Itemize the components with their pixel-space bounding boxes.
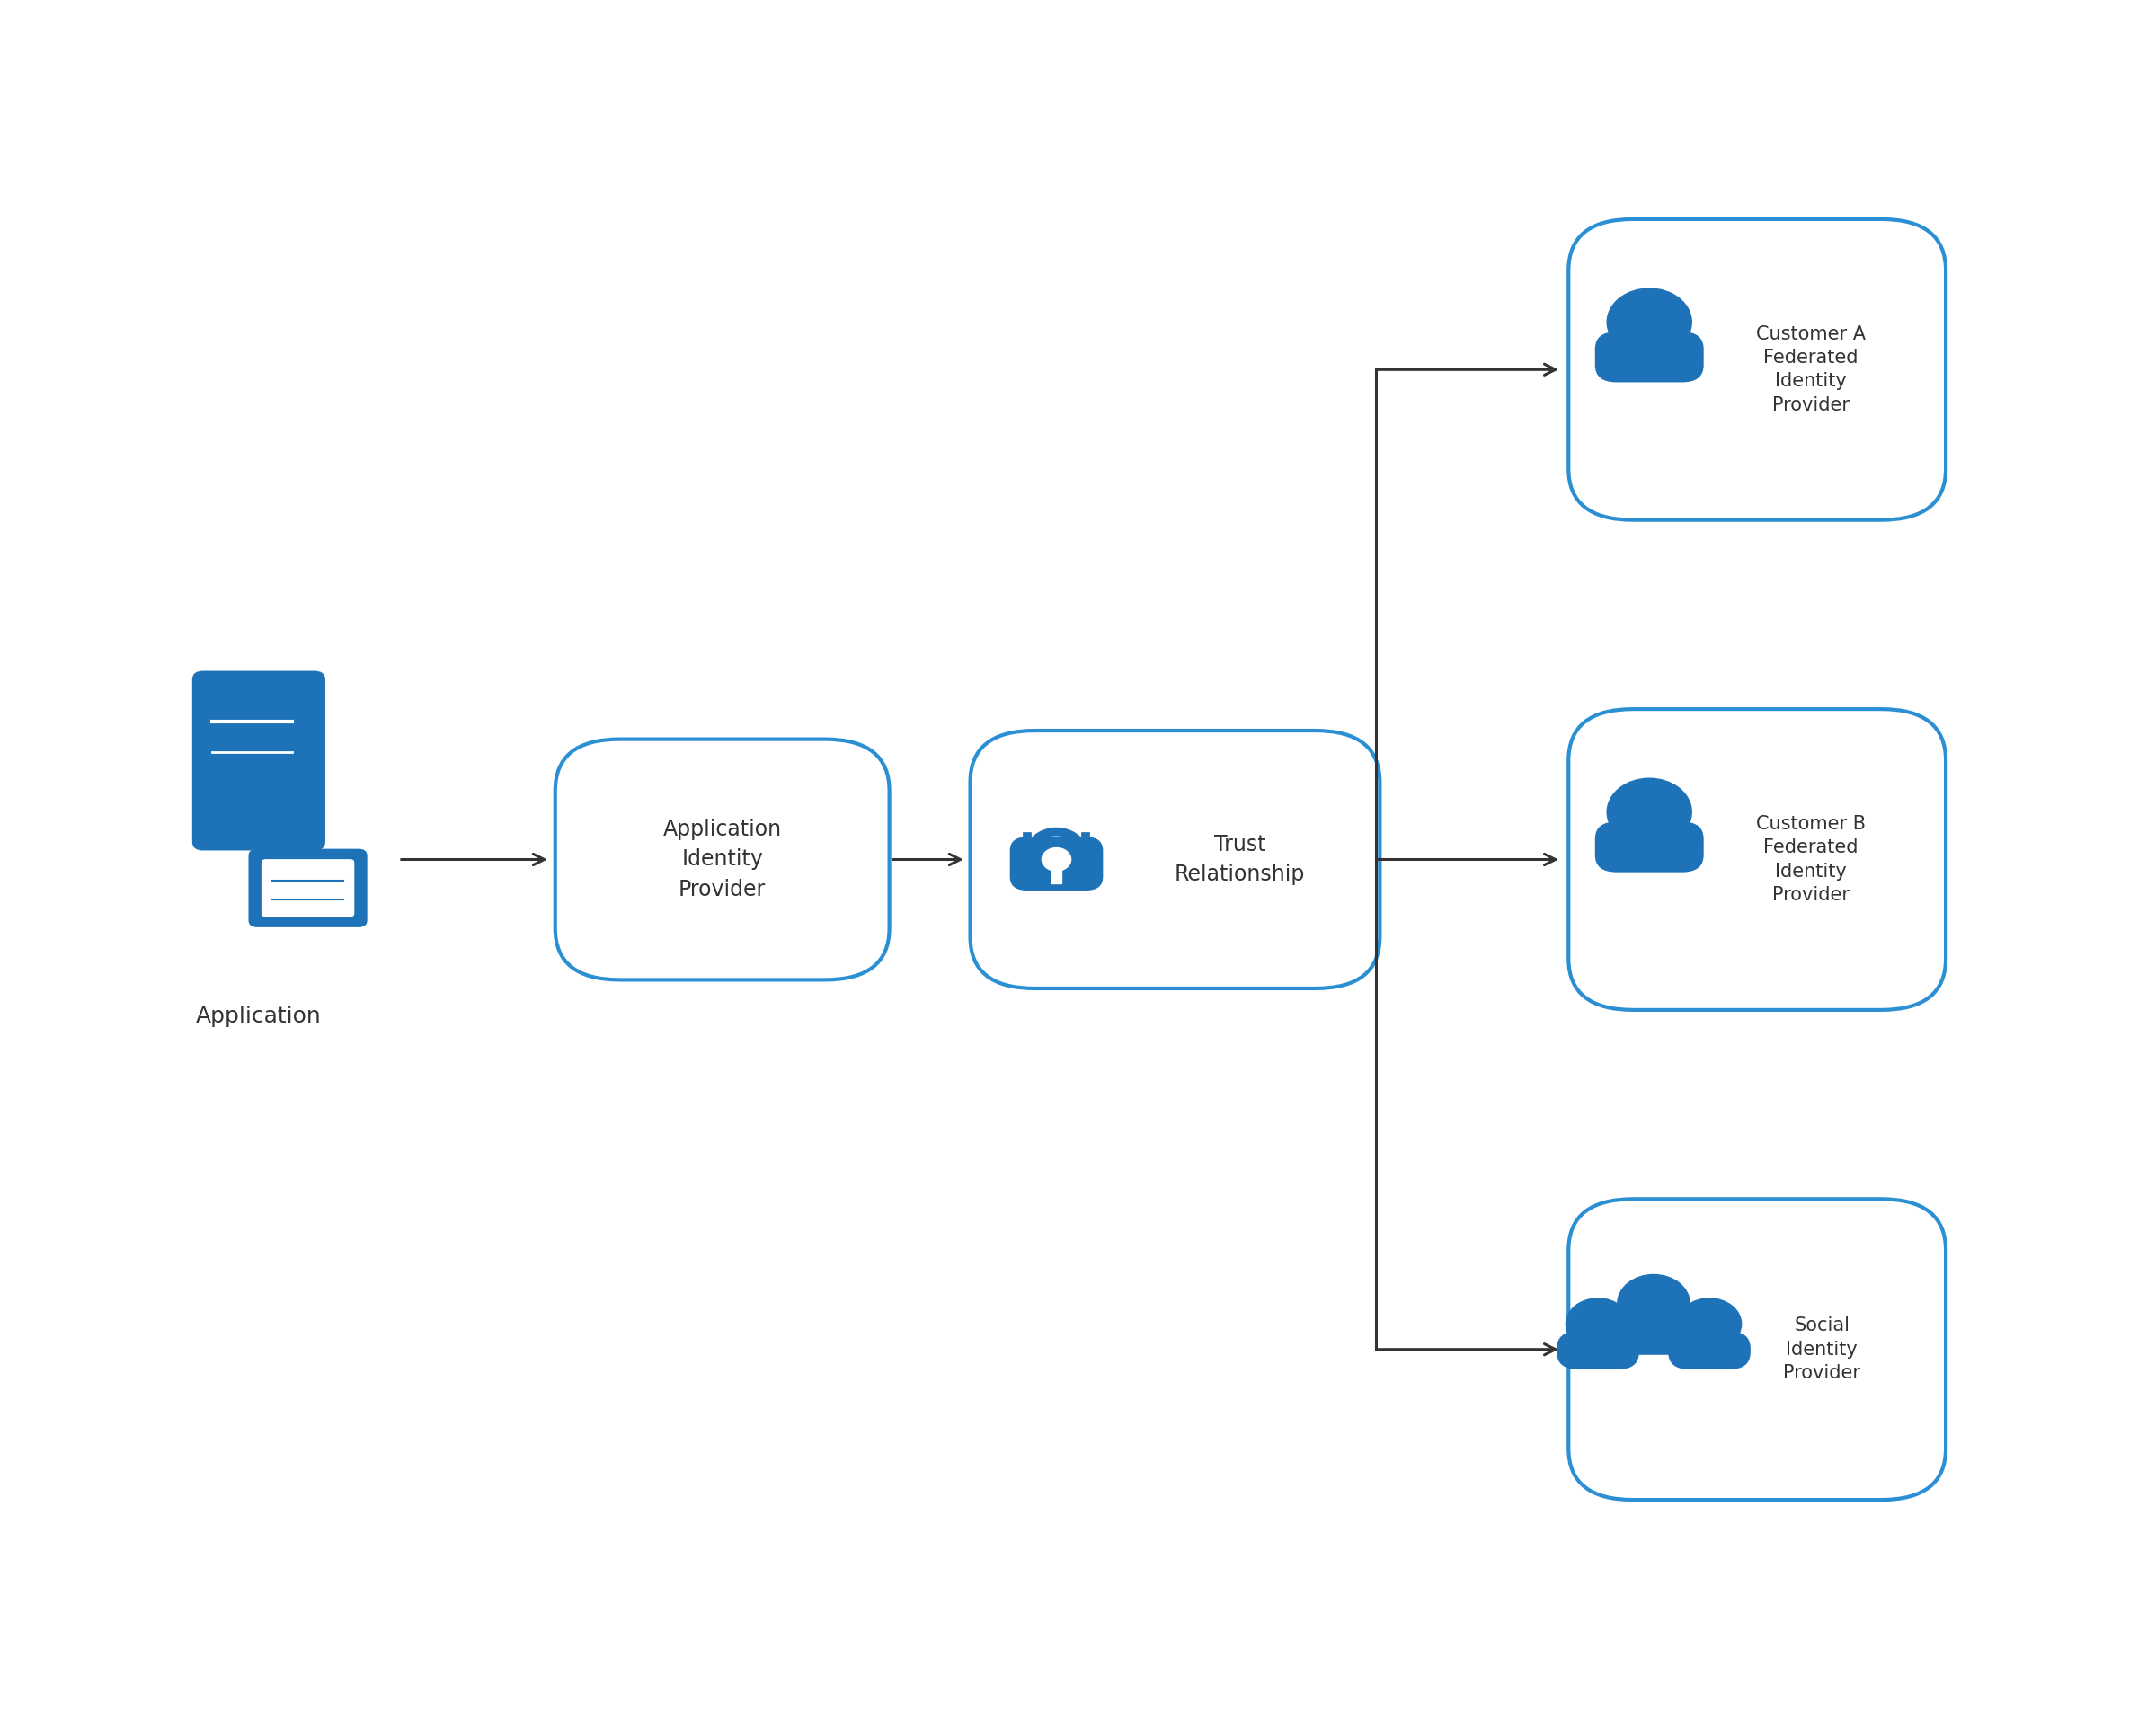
FancyBboxPatch shape — [1595, 332, 1703, 382]
FancyBboxPatch shape — [1669, 1331, 1751, 1370]
Circle shape — [1606, 779, 1692, 846]
Text: Application: Application — [196, 1006, 321, 1028]
FancyBboxPatch shape — [1606, 1312, 1701, 1355]
Text: Customer B
Federated
Identity
Provider: Customer B Federated Identity Provider — [1757, 815, 1865, 904]
Text: Trust
Relationship: Trust Relationship — [1175, 834, 1304, 885]
FancyBboxPatch shape — [1595, 822, 1703, 872]
Bar — [1052, 865, 1061, 884]
FancyBboxPatch shape — [261, 860, 354, 916]
Circle shape — [1677, 1298, 1742, 1349]
Circle shape — [1606, 289, 1692, 356]
FancyBboxPatch shape — [1009, 837, 1104, 890]
FancyBboxPatch shape — [1567, 218, 1945, 519]
FancyBboxPatch shape — [192, 670, 326, 851]
FancyBboxPatch shape — [1567, 710, 1945, 1011]
Circle shape — [1050, 856, 1063, 865]
FancyBboxPatch shape — [970, 731, 1380, 988]
Circle shape — [1041, 847, 1072, 872]
Circle shape — [1617, 1274, 1690, 1332]
FancyBboxPatch shape — [1557, 1331, 1639, 1370]
FancyBboxPatch shape — [248, 849, 367, 927]
Text: Customer A
Federated
Identity
Provider: Customer A Federated Identity Provider — [1757, 325, 1865, 414]
FancyBboxPatch shape — [556, 739, 888, 980]
FancyBboxPatch shape — [1567, 1200, 1945, 1499]
Circle shape — [1565, 1298, 1630, 1349]
Text: Social
Identity
Provider: Social Identity Provider — [1783, 1317, 1861, 1382]
Text: Application
Identity
Provider: Application Identity Provider — [662, 818, 783, 901]
